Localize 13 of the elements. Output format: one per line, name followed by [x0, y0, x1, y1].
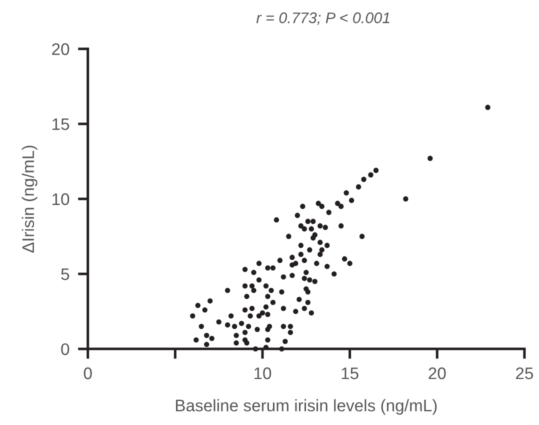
x-tick-label: 0: [84, 367, 92, 380]
y-tick-label: 10: [52, 193, 70, 206]
x-axis-title: Baseline serum irisin levels (ng/mL): [176, 399, 437, 415]
x-tick-label: 10: [254, 367, 272, 380]
y-tick-label: 5: [61, 268, 70, 280]
y-tick-label: 20: [52, 43, 70, 56]
y-tick-label: 0: [61, 343, 70, 356]
x-tick-label: 25: [516, 367, 534, 380]
x-tick-label: 15: [342, 368, 358, 380]
text: r = 0.773; P < 0.001: [256, 12, 390, 26]
x-tick-label: 20: [428, 367, 446, 380]
y-tick-label: 15: [52, 118, 70, 130]
y-axis-title: ΔIrisin (ng/mL): [22, 146, 38, 253]
